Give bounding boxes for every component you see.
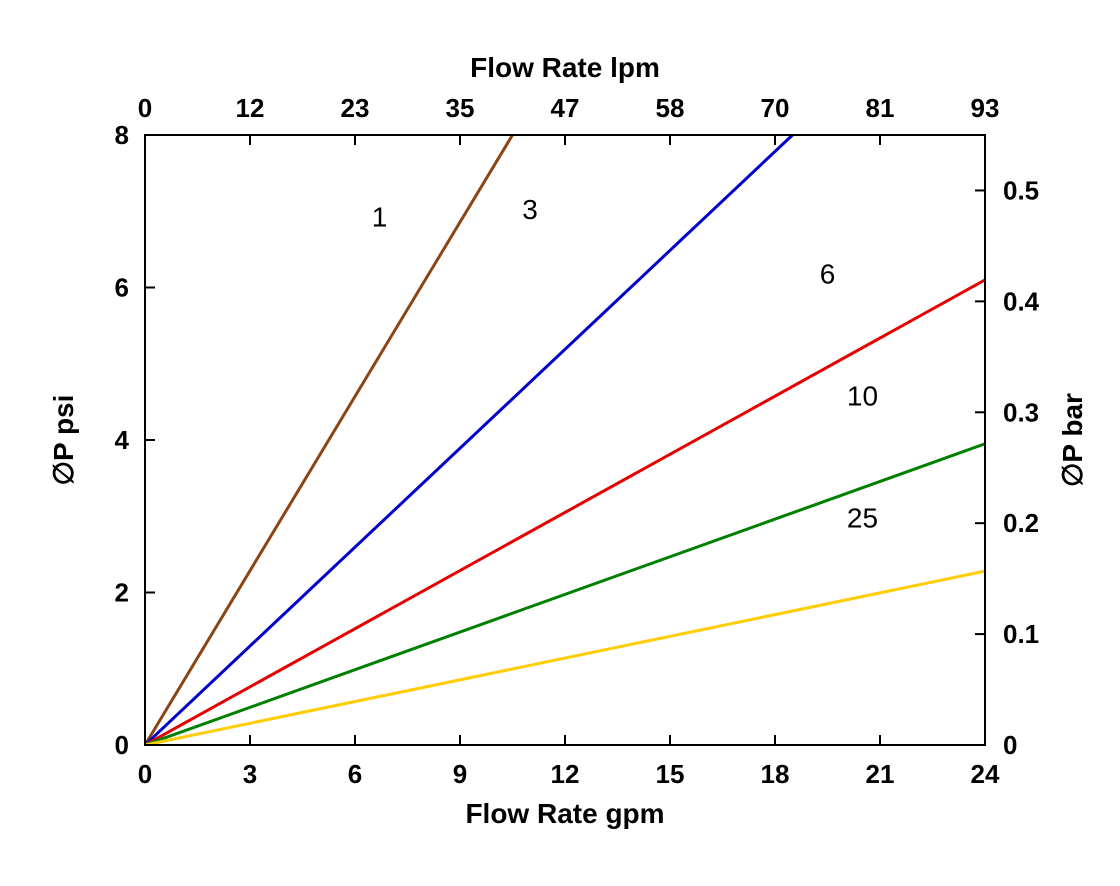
series-label-3: 3 [522, 194, 538, 225]
y-right-tick-label: 0.4 [1003, 286, 1040, 316]
x-bottom-tick-label: 24 [971, 759, 1000, 789]
series-label-1: 1 [372, 202, 388, 233]
x-bottom-tick-label: 9 [453, 759, 467, 789]
x-top-tick-label: 58 [656, 93, 685, 123]
y-left-title: ∅P psi [48, 395, 79, 486]
x-bottom-tick-label: 15 [656, 759, 685, 789]
x-top-tick-label: 70 [761, 93, 790, 123]
series-label-10: 10 [847, 381, 878, 412]
x-bottom-tick-label: 12 [551, 759, 580, 789]
y-right-tick-label: 0.2 [1003, 508, 1039, 538]
y-right-tick-label: 0.5 [1003, 175, 1039, 205]
pressure-flow-chart: 03691215182124Flow Rate gpm0122335475870… [0, 0, 1120, 886]
x-bottom-tick-label: 18 [761, 759, 790, 789]
x-bottom-tick-label: 0 [138, 759, 152, 789]
y-left-tick-label: 8 [115, 120, 129, 150]
chart-container: 03691215182124Flow Rate gpm0122335475870… [0, 0, 1120, 886]
x-top-tick-label: 12 [236, 93, 265, 123]
y-left-tick-label: 2 [115, 578, 129, 608]
x-bottom-tick-label: 3 [243, 759, 257, 789]
y-left-tick-label: 4 [115, 425, 130, 455]
y-left-tick-label: 0 [115, 730, 129, 760]
y-right-tick-label: 0 [1003, 730, 1017, 760]
x-top-tick-label: 35 [446, 93, 475, 123]
series-label-6: 6 [820, 259, 836, 290]
x-top-tick-label: 93 [971, 93, 1000, 123]
y-right-tick-label: 0.1 [1003, 619, 1039, 649]
x-top-tick-label: 81 [866, 93, 895, 123]
y-right-tick-label: 0.3 [1003, 397, 1039, 427]
x-bottom-tick-label: 21 [866, 759, 895, 789]
x-bottom-title: Flow Rate gpm [465, 798, 664, 829]
y-left-tick-label: 6 [115, 273, 129, 303]
x-top-tick-label: 0 [138, 93, 152, 123]
y-right-title: ∅P bar [1057, 393, 1088, 487]
chart-background [0, 0, 1120, 886]
x-bottom-tick-label: 6 [348, 759, 362, 789]
series-label-25: 25 [847, 503, 878, 534]
x-top-title: Flow Rate lpm [470, 52, 660, 83]
x-top-tick-label: 23 [341, 93, 370, 123]
x-top-tick-label: 47 [551, 93, 580, 123]
